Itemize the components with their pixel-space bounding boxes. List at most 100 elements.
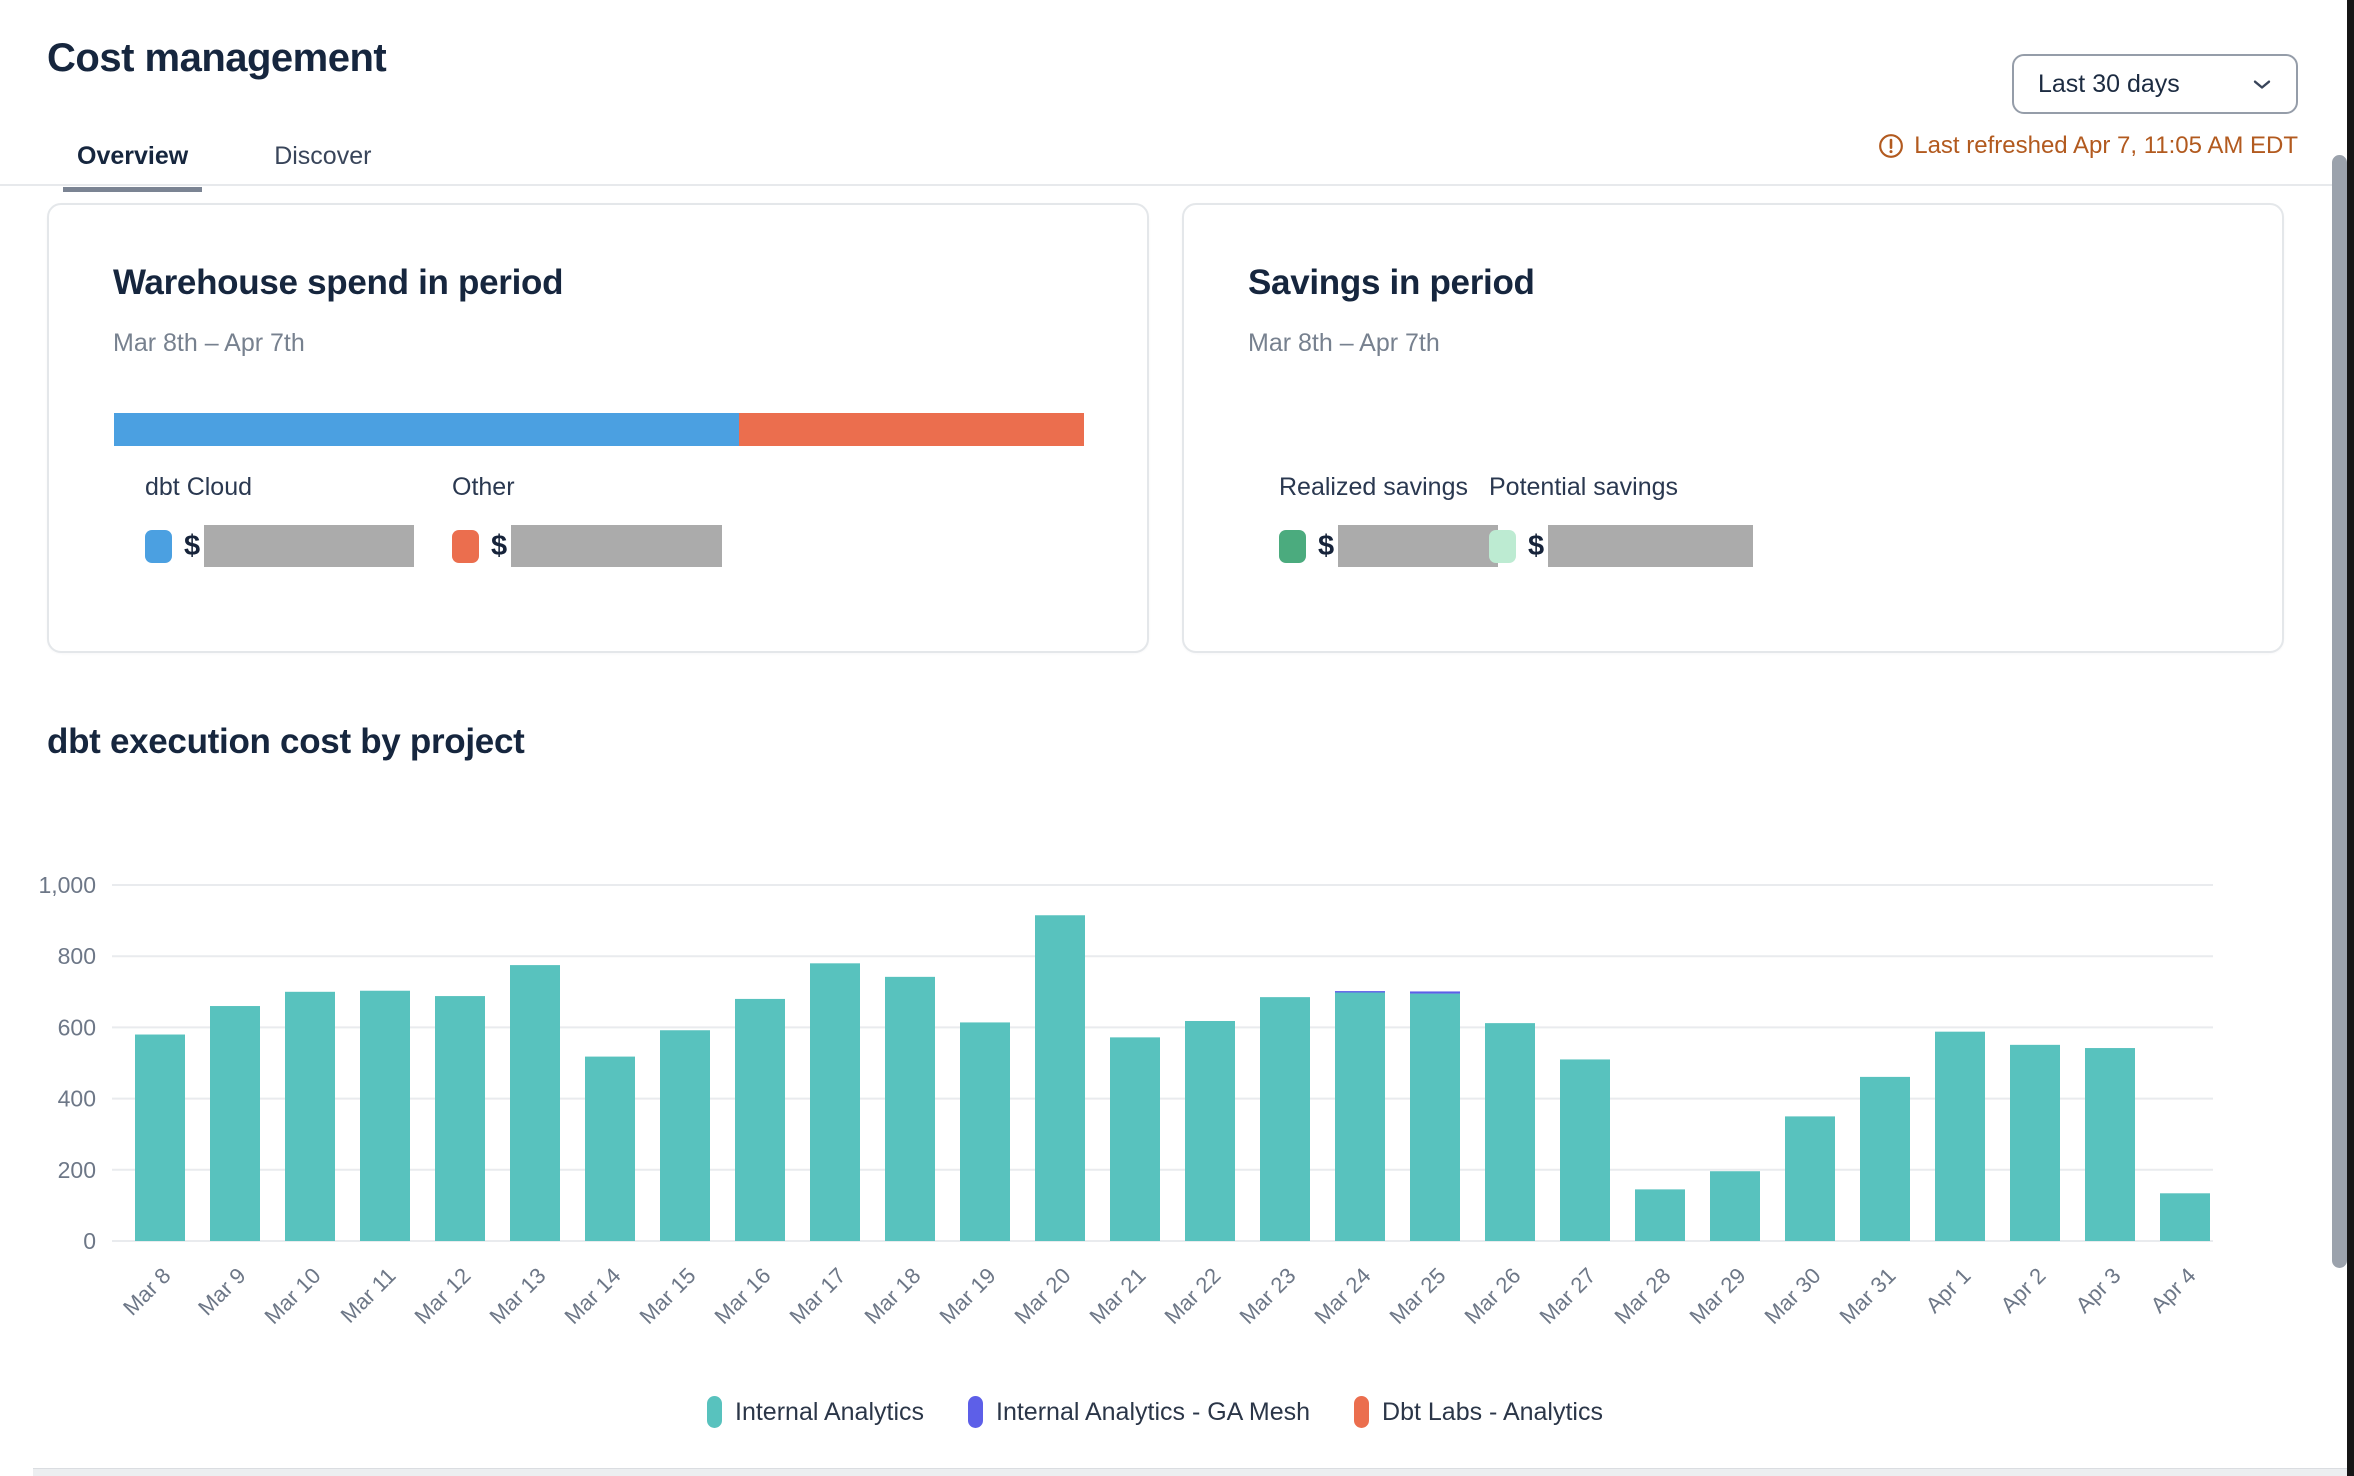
legend-label: Internal Analytics - GA Mesh <box>996 1397 1311 1426</box>
legend-item-internal-analytics-ga-mesh[interactable]: Internal Analytics - GA Mesh <box>968 1396 1310 1428</box>
bar-apr-2[interactable] <box>2010 1044 2060 1241</box>
bar-mar-31[interactable] <box>1860 1076 1910 1241</box>
tabs-divider <box>0 184 2354 186</box>
currency-symbol: $ <box>491 529 508 562</box>
realized-savings-label: Realized savings <box>1279 473 1468 501</box>
x-tick-label: Apr 4 <box>2146 1263 2201 1318</box>
bar-mar-17[interactable] <box>810 963 860 1241</box>
legend-item-dbt-labs-analytics[interactable]: Dbt Labs - Analytics <box>1354 1396 1603 1428</box>
x-tick-label: Mar 22 <box>1159 1263 1225 1329</box>
bar-mar-13[interactable] <box>510 965 560 1241</box>
bar-mar-20[interactable] <box>1035 915 1085 1241</box>
tab-discover[interactable]: Discover <box>274 142 372 170</box>
bar-mar-26[interactable] <box>1485 1023 1535 1241</box>
y-tick-label: 0 <box>83 1228 96 1254</box>
x-tick-label: Mar 9 <box>193 1263 250 1320</box>
y-tick-label: 600 <box>58 1014 96 1040</box>
bar-mar-24[interactable] <box>1335 991 1385 993</box>
x-tick-label: Mar 20 <box>1009 1263 1075 1329</box>
legend-label: Dbt Labs - Analytics <box>1382 1397 1603 1426</box>
potential-savings-swatch <box>1489 529 1516 563</box>
vertical-scrollbar-thumb[interactable] <box>2332 155 2347 1268</box>
date-range-select[interactable]: Last 30 days <box>2012 54 2298 114</box>
spend-stacked-bar <box>114 413 1084 446</box>
dbt-cloud-swatch <box>145 529 172 563</box>
date-range-value: Last 30 days <box>2038 69 2180 98</box>
currency-symbol: $ <box>1318 529 1335 562</box>
bar-apr-1[interactable] <box>1935 1031 1985 1241</box>
spend-bar-other-segment <box>738 413 1084 446</box>
bar-apr-3[interactable] <box>2085 1048 2135 1241</box>
bar-mar-10[interactable] <box>285 991 335 1241</box>
bar-mar-12[interactable] <box>435 996 485 1241</box>
redacted-value <box>511 525 723 567</box>
x-tick-label: Mar 18 <box>859 1263 925 1329</box>
redacted-value <box>1338 525 1499 567</box>
legend-swatch <box>968 1396 984 1428</box>
x-tick-label: Mar 26 <box>1459 1263 1525 1329</box>
x-tick-label: Mar 10 <box>259 1263 325 1329</box>
potential-savings-metric: Potential savings $ <box>1489 473 1754 568</box>
redacted-value <box>1548 525 1754 567</box>
horizontal-scrollbar[interactable] <box>33 1468 2354 1476</box>
alert-circle-icon <box>1878 133 1904 159</box>
bar-mar-9[interactable] <box>210 1006 260 1241</box>
chart-svg: 0 200 400 600 800 1,000 Mar 8 Mar 9 Mar 10 Mar 11… <box>38 872 2213 1329</box>
currency-symbol: $ <box>184 529 201 562</box>
redacted-value <box>204 525 415 567</box>
x-tick-label: Mar 13 <box>484 1263 550 1329</box>
x-tick-label: Apr 3 <box>2071 1263 2126 1318</box>
window-edge <box>2347 0 2354 1476</box>
y-tick-label: 800 <box>58 943 96 969</box>
y-tick-label: 200 <box>58 1157 96 1183</box>
chevron-down-icon <box>2248 70 2276 98</box>
bar-mar-18[interactable] <box>885 976 935 1241</box>
x-tick-label: Mar 16 <box>709 1263 775 1329</box>
bar-mar-8[interactable] <box>135 1034 185 1241</box>
x-tick-label: Mar 14 <box>559 1263 625 1329</box>
bar-mar-19[interactable] <box>960 1022 1010 1241</box>
chart-title: dbt execution cost by project <box>47 722 525 761</box>
bar-mar-25[interactable] <box>1410 991 1460 994</box>
bar-mar-24[interactable] <box>1335 992 1385 1241</box>
last-refreshed-text: Last refreshed Apr 7, 11:05 AM EDT <box>1914 132 2298 159</box>
bar-mar-11[interactable] <box>360 990 410 1241</box>
bar-mar-14[interactable] <box>585 1056 635 1241</box>
bar-mar-27[interactable] <box>1560 1059 1610 1241</box>
bar-mar-30[interactable] <box>1785 1116 1835 1241</box>
x-tick-label: Mar 24 <box>1309 1263 1375 1329</box>
bar-mar-25[interactable] <box>1410 993 1460 1241</box>
dbt-cloud-label: dbt Cloud <box>145 473 253 501</box>
bar-apr-4[interactable] <box>2160 1193 2210 1241</box>
legend-label: Internal Analytics <box>735 1397 925 1426</box>
x-tick-label: Mar 8 <box>118 1263 175 1320</box>
bar-mar-16[interactable] <box>735 998 785 1241</box>
other-metric: Other $ <box>452 473 723 568</box>
y-tick-label: 1,000 <box>40 872 96 898</box>
x-tick-label: Mar 28 <box>1609 1263 1675 1329</box>
other-swatch <box>452 529 479 563</box>
savings-title: Savings in period <box>1248 263 1535 302</box>
x-tick-label: Apr 1 <box>1921 1263 1976 1318</box>
bar-mar-22[interactable] <box>1185 1020 1235 1241</box>
legend-item-internal-analytics[interactable]: Internal Analytics <box>707 1396 924 1428</box>
x-tick-label: Mar 19 <box>934 1263 1000 1329</box>
last-refreshed-status: Last refreshed Apr 7, 11:05 AM EDT <box>1878 132 2298 160</box>
x-tick-label: Mar 15 <box>634 1263 700 1329</box>
x-tick-label: Mar 27 <box>1534 1263 1600 1329</box>
warehouse-spend-period: Mar 8th – Apr 7th <box>113 329 305 357</box>
tab-overview[interactable]: Overview <box>63 138 203 192</box>
x-tick-label: Mar 21 <box>1084 1263 1150 1329</box>
dbt-cloud-metric: dbt Cloud $ <box>145 473 415 568</box>
bar-mar-29[interactable] <box>1710 1171 1760 1241</box>
bar-mar-23[interactable] <box>1260 997 1310 1241</box>
x-tick-label: Apr 2 <box>1996 1263 2051 1318</box>
savings-card: Savings in period Mar 8th – Apr 7th Real… <box>1182 203 2284 653</box>
bar-mar-21[interactable] <box>1110 1037 1160 1241</box>
savings-period: Mar 8th – Apr 7th <box>1248 329 1440 357</box>
spend-bar-dbt-cloud-segment <box>114 413 739 446</box>
chart-legend: Internal Analytics Internal Analytics - G… <box>40 1396 2270 1428</box>
bar-mar-28[interactable] <box>1635 1189 1685 1241</box>
x-tick-label: Mar 30 <box>1759 1263 1825 1329</box>
bar-mar-15[interactable] <box>660 1030 710 1241</box>
